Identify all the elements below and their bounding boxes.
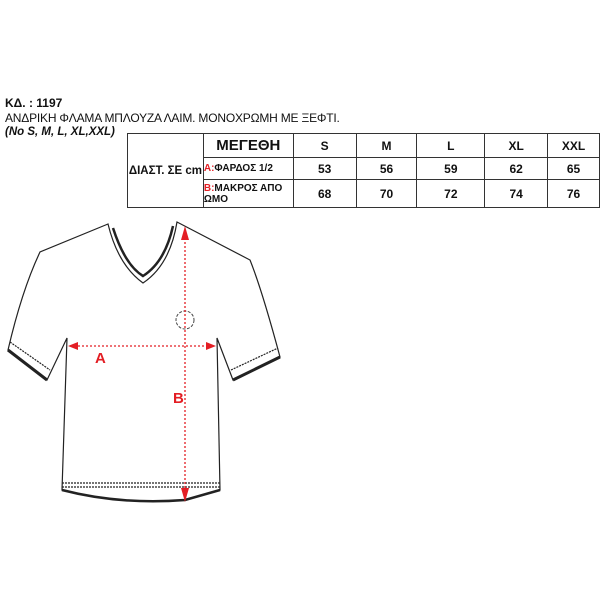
- label-b: B: [173, 390, 184, 407]
- cell: 65: [547, 157, 600, 180]
- tshirt-diagram: A B: [7, 221, 281, 503]
- sizes-note: (No S, M, L, XL,XXL): [5, 126, 115, 138]
- dimension-label: ΔΙΑΣΤ. ΣΕ cm: [127, 133, 204, 208]
- size-xxl: XXL: [547, 133, 600, 158]
- label-a: A: [95, 350, 106, 367]
- size-header: ΜΕΓΕΘΗ: [202, 133, 294, 158]
- cell: 53: [292, 157, 357, 180]
- size-m: M: [355, 133, 418, 158]
- row-label: B:ΜΑΚΡΟΣ ΑΠΟ ΩΜΟ: [202, 179, 294, 208]
- cell: 59: [416, 157, 486, 180]
- cell: 62: [484, 157, 549, 180]
- cell: 72: [416, 179, 486, 208]
- cell: 76: [547, 179, 600, 208]
- size-l: L: [416, 133, 486, 158]
- size-table: ΔΙΑΣΤ. ΣΕ cm ΜΕΓΕΘΗ S M L XL XXL A:ΦΑΡΔΟ…: [127, 133, 600, 208]
- row-label: A:ΦΑΡΔΟΣ 1/2: [202, 157, 294, 180]
- tshirt-outline: [7, 221, 281, 503]
- measure-a-line: [68, 342, 216, 350]
- product-code: ΚΔ. : 1197: [5, 96, 63, 110]
- product-description: ΑΝΔΡΙΚΗ ΦΛΑΜΑ ΜΠΛΟΥΖΑ ΛΑΙΜ. ΜΟΝΟΧΡΩΜΗ ΜΕ…: [5, 111, 340, 125]
- measure-b-line: [181, 226, 189, 502]
- cell: 68: [292, 179, 357, 208]
- table-row: B:ΜΑΚΡΟΣ ΑΠΟ ΩΜΟ 68 70 72 74 76: [128, 179, 600, 208]
- cell: 74: [484, 179, 549, 208]
- cell: 56: [355, 157, 418, 180]
- size-s: S: [292, 133, 357, 158]
- size-xl: XL: [484, 133, 549, 158]
- cell: 70: [355, 179, 418, 208]
